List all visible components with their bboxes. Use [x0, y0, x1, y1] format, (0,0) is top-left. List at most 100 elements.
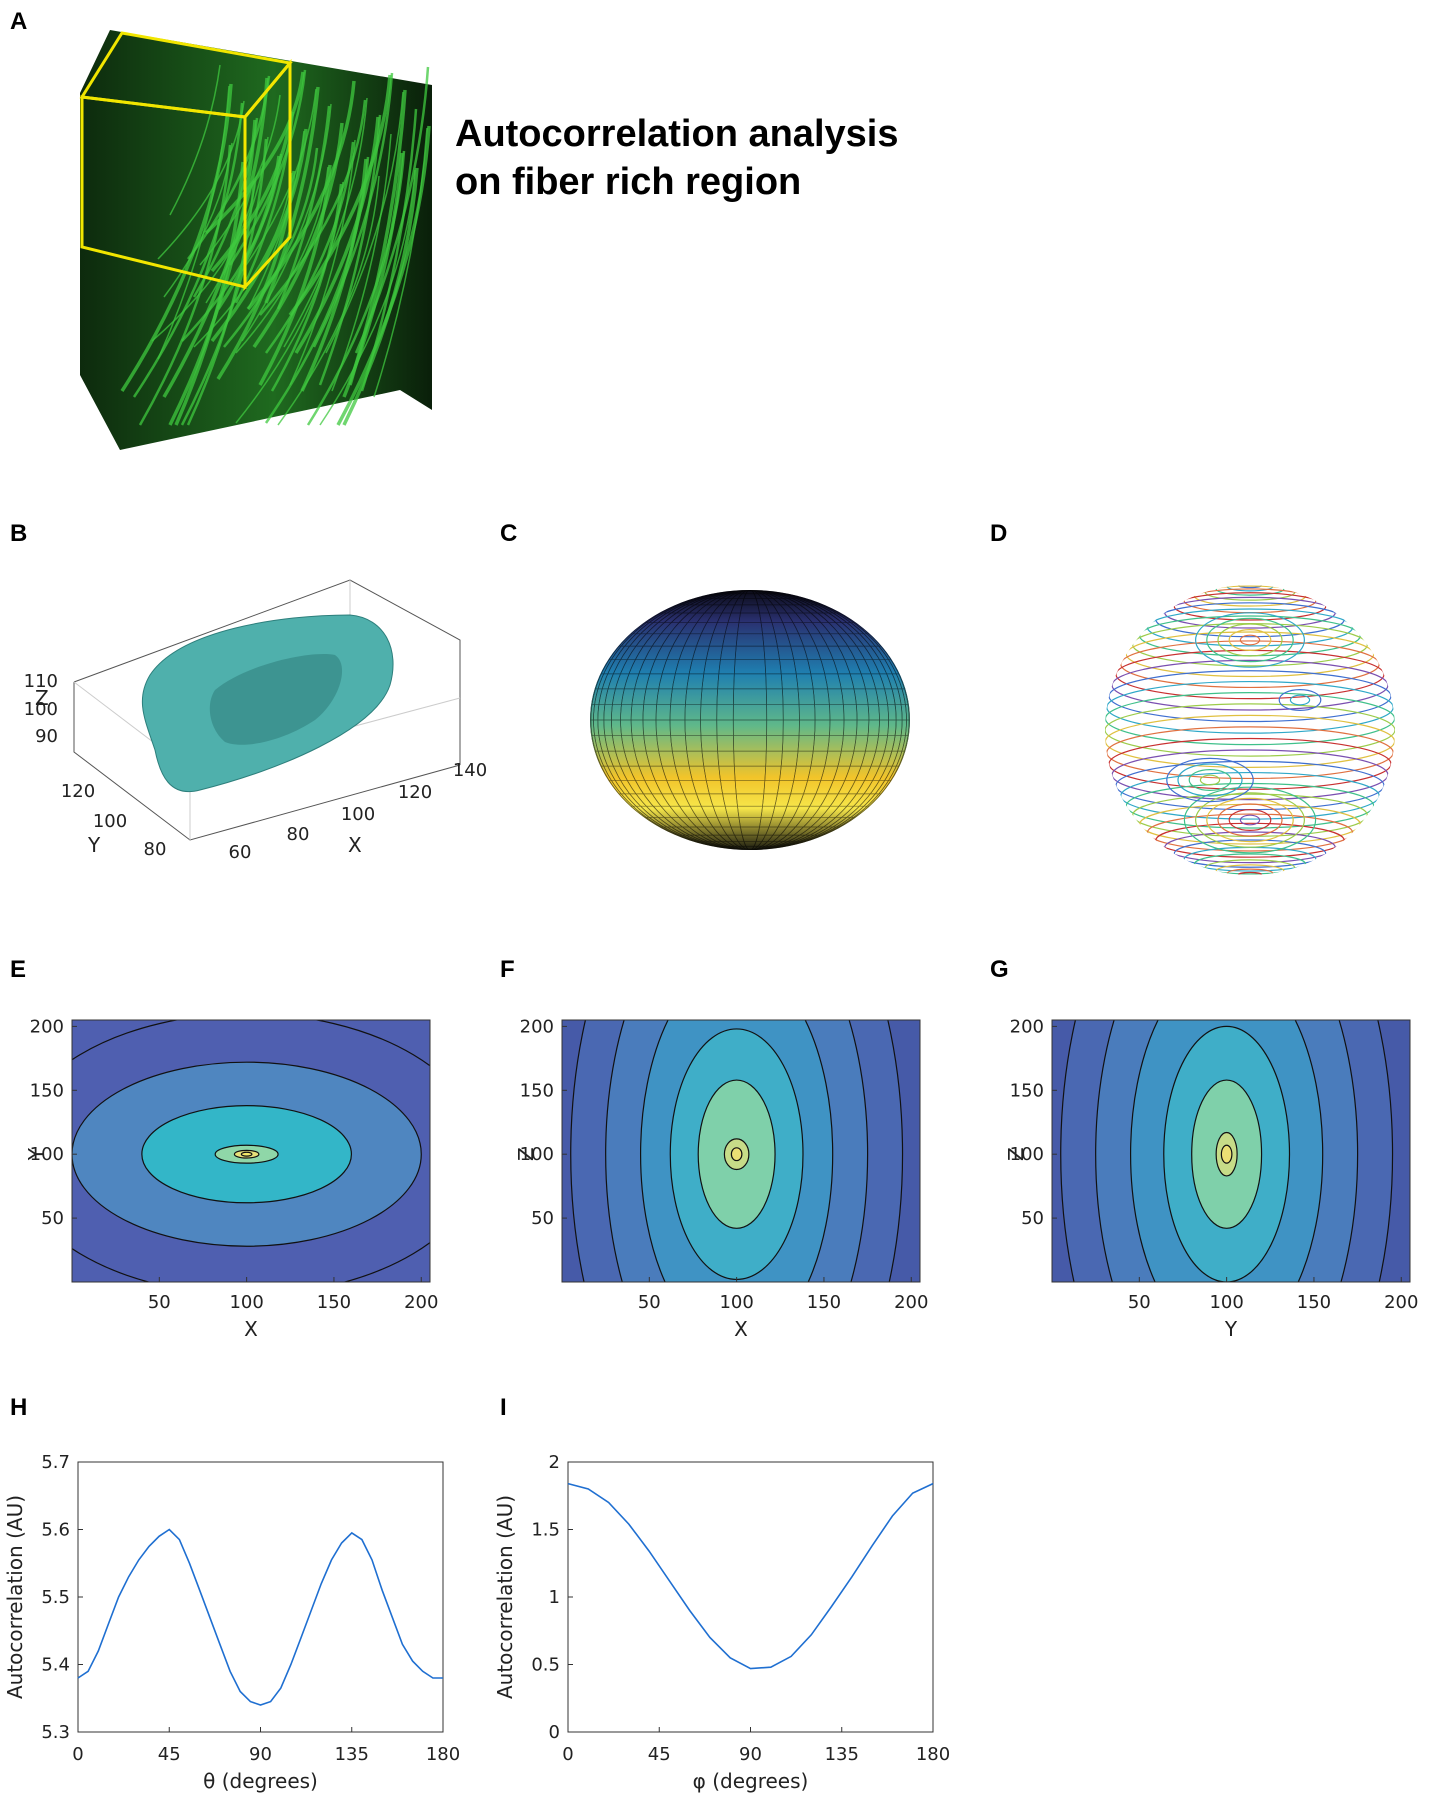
sphere-contour-loop: [1217, 623, 1283, 657]
sphere-contour-loop: [1239, 634, 1261, 646]
fiber-strands: [120, 64, 431, 426]
sphere-contour-ring: [1226, 868, 1274, 875]
x-tick-label: 90: [249, 1744, 272, 1765]
x-tick-label: 200: [404, 1292, 438, 1313]
fiber-strand: [168, 119, 257, 426]
fiber-strand: [210, 113, 293, 273]
fiber-strand: [277, 175, 380, 426]
fiber-strand: [246, 80, 356, 311]
x-tick-140: 140: [453, 760, 487, 781]
x-tick-label: 180: [916, 1744, 950, 1765]
sphere-contour-ring: [1139, 803, 1361, 845]
y-tick-label: 50: [531, 1208, 554, 1229]
plot-frame: [77, 1461, 444, 1733]
y-tick-label: 50: [1021, 1208, 1044, 1229]
sphere-contour-loop: [1206, 797, 1294, 843]
fiber-strand: [180, 138, 268, 426]
sphere-contour-loop: [1177, 763, 1243, 797]
y-tick-label: 200: [1010, 1016, 1044, 1037]
fiber-strand: [204, 71, 305, 235]
x-tick-label: 0: [562, 1744, 573, 1765]
sphere-contour-ring: [1108, 737, 1392, 790]
fiber-strand: [342, 152, 404, 398]
y-tick-80: 80: [144, 839, 167, 860]
x-tick-label: 0: [72, 1744, 83, 1765]
sphere-contour-ring: [1125, 631, 1375, 678]
contour-plot-e: 50 100 150 200 50 100 150 200 X Y: [24, 1016, 438, 1341]
contour-levels: [72, 1020, 430, 1282]
sphere-contour-ring: [1164, 831, 1336, 864]
contour-plot-f: 50 100 150 200 50 100 150 200 X Z: [514, 1016, 928, 1341]
sphere-contour-ring: [1238, 871, 1262, 875]
roi-box: [79, 31, 293, 291]
panel-letter-b: B: [10, 520, 28, 547]
y-tick-label: 5.6: [41, 1520, 70, 1541]
z-tick-100: 100: [24, 699, 58, 720]
panel-letter-c: C: [500, 520, 518, 547]
y-tick-label: 5.4: [41, 1655, 70, 1676]
z-axis-label: Z: [35, 686, 49, 710]
x-tick-100: 100: [341, 804, 375, 825]
fiber-strand: [319, 169, 416, 426]
fiber-strand: [162, 77, 269, 398]
x-tick-label: 150: [1297, 1292, 1331, 1313]
contour-sphere-plot: [1105, 585, 1395, 875]
fiber-strand: [169, 64, 221, 216]
x-tick-label: 45: [648, 1744, 671, 1765]
sphere-contour-ring: [1115, 649, 1385, 700]
y-tick-label: 5.5: [41, 1587, 70, 1608]
y-tick-label: 50: [41, 1208, 64, 1229]
y-tick-label: 150: [30, 1080, 64, 1101]
plot-frame: [561, 1019, 921, 1283]
fiber-strand: [294, 116, 380, 354]
contour-levels: [1052, 1020, 1410, 1282]
surface-sphere-plot: [590, 590, 910, 850]
y-tick-label: 0.5: [531, 1655, 560, 1676]
x-tick-label: 90: [739, 1744, 762, 1765]
y-tick-label: 1.5: [531, 1520, 560, 1541]
fiber-strand: [120, 83, 233, 392]
x-tick-label: 150: [317, 1292, 351, 1313]
panel-letter-h: H: [10, 1394, 28, 1421]
fiber-strand: [210, 128, 308, 343]
sphere-contour-loop: [1228, 809, 1272, 832]
sphere-contour-ring: [1108, 670, 1392, 723]
contour-level: [240, 1151, 253, 1157]
sphere-contour-loop: [1183, 786, 1317, 854]
line-plot-i: 0 45 90 135 180 0 0.5 1 1.5 2 φ (degrees) Autocorre…: [493, 1452, 950, 1793]
sphere-contour-loop: [1228, 628, 1272, 651]
headline-line-1: Autocorrelation analysis: [455, 113, 899, 155]
y-tick-label: 5.3: [41, 1722, 70, 1743]
plot-frame: [71, 1019, 431, 1283]
panel-letter-f: F: [500, 956, 515, 983]
fiber-strand: [157, 85, 230, 360]
y-tick-label: 150: [520, 1080, 554, 1101]
fiber-strand: [373, 127, 428, 398]
isosurface-plot: 110 100 90 Z 120 100 80 Y 60 80 100 120 …: [24, 579, 487, 863]
x-tick-label: 200: [894, 1292, 928, 1313]
y-tick-label: 100: [1010, 1144, 1044, 1165]
panel-letter-d: D: [990, 520, 1008, 547]
fiber-strand: [331, 133, 392, 392]
y-axis-label: Autocorrelation (AU): [3, 1495, 27, 1699]
fiber-strand: [258, 164, 332, 386]
y-axis-label: Autocorrelation (AU): [493, 1495, 517, 1699]
x-tick-label: 180: [426, 1744, 460, 1765]
plot-frame: [1051, 1019, 1411, 1283]
y-tick-label: 200: [520, 1016, 554, 1037]
sphere-contour-ring: [1105, 714, 1395, 768]
fiber-strand: [288, 74, 392, 317]
sphere-contour-ring: [1105, 703, 1395, 757]
x-tick-label: 50: [1128, 1292, 1151, 1313]
panel-letter-a: A: [10, 8, 28, 35]
y-tick-label: 0: [549, 1722, 560, 1743]
fiber-strand: [264, 86, 320, 304]
x-axis-label: X: [734, 1317, 748, 1341]
fiber-strand: [283, 97, 368, 348]
y-tick-120: 120: [61, 781, 95, 802]
z-tick-90: 90: [35, 726, 58, 747]
x-tick-60: 60: [229, 842, 252, 863]
sphere-contour-loop: [1289, 694, 1311, 706]
contour-plot-g: 50 100 150 200 50 100 150 200 Y Z: [1004, 1016, 1418, 1341]
series-line: [567, 1482, 934, 1670]
